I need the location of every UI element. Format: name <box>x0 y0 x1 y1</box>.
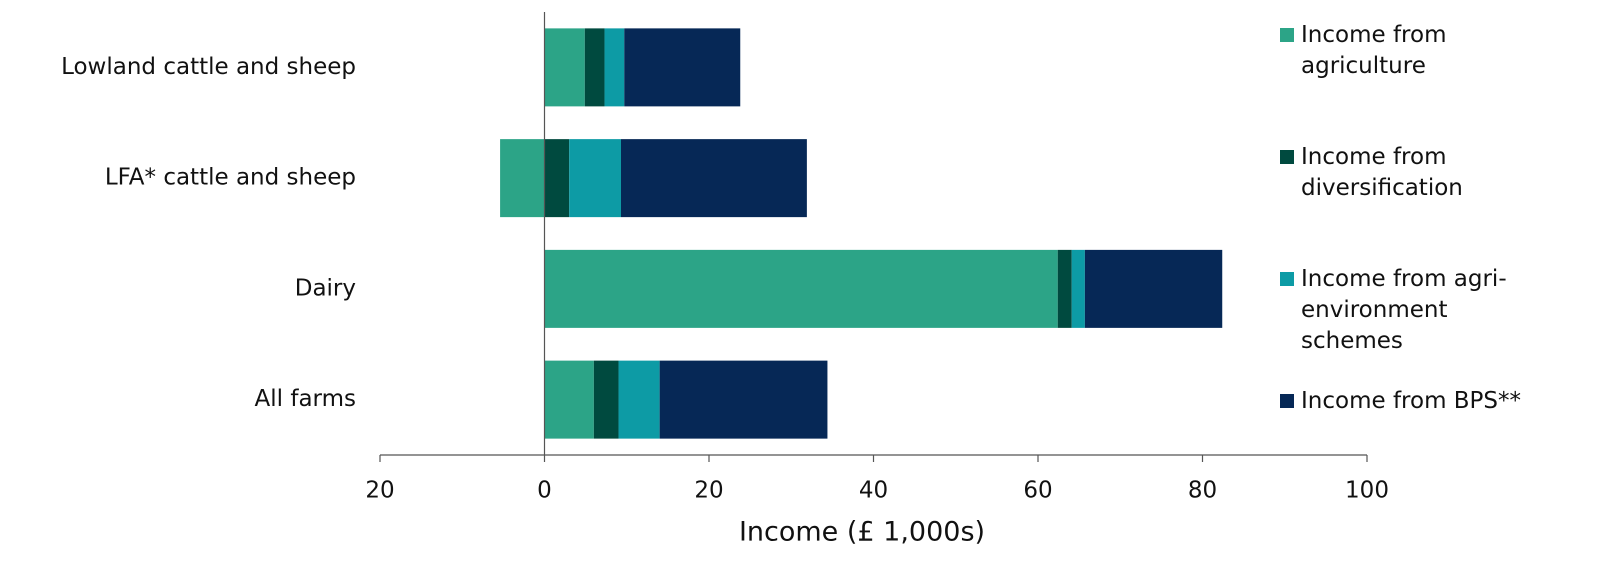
bar-segment <box>624 28 741 107</box>
legend-swatch <box>1280 394 1294 408</box>
y-tick-label: Lowland cattle and sheep <box>61 54 356 80</box>
bar-segment <box>593 360 619 439</box>
legend-label: Income from diversification <box>1301 144 1463 201</box>
x-tick-label: 20 <box>365 478 394 504</box>
legend-swatch <box>1280 272 1294 286</box>
legend-item: Income from diversification <box>1280 142 1540 204</box>
bar-segment <box>584 28 605 107</box>
bar-segment <box>500 139 545 218</box>
y-tick-label: All farms <box>255 386 356 412</box>
bar-segment <box>1057 249 1072 328</box>
x-tick-label: 60 <box>1023 478 1052 504</box>
bar-segment <box>618 360 660 439</box>
x-tick-label: 100 <box>1345 478 1389 504</box>
bar-segment <box>620 139 807 218</box>
bar-segment <box>659 360 828 439</box>
legend-swatch <box>1280 150 1294 164</box>
bar-segment <box>1084 249 1223 328</box>
x-tick-label: 20 <box>694 478 723 504</box>
bar-segment <box>544 249 1058 328</box>
legend-item: Income from agriculture <box>1280 20 1540 82</box>
bar-segment <box>544 139 570 218</box>
bar-segment <box>1071 249 1085 328</box>
y-tick-label: Dairy <box>295 275 356 301</box>
legend-label: Income from agriculture <box>1301 22 1447 79</box>
x-tick-label: 0 <box>537 478 552 504</box>
legend-swatch <box>1280 28 1294 42</box>
legend-item: Income from BPS** <box>1280 386 1540 417</box>
x-tick-label: 80 <box>1188 478 1217 504</box>
legend-label: Income from BPS** <box>1301 388 1522 414</box>
x-axis-title: Income (£ 1,000s) <box>739 517 985 548</box>
legend-item: Income from agri-environment schemes <box>1280 264 1540 357</box>
bar-segment <box>569 139 621 218</box>
y-tick-label: LFA* cattle and sheep <box>105 165 356 191</box>
legend-label: Income from agri-environment schemes <box>1301 266 1507 354</box>
x-tick-label: 40 <box>859 478 888 504</box>
bar-segment <box>544 360 594 439</box>
bar-segment <box>544 28 585 107</box>
bar-segment <box>604 28 625 107</box>
